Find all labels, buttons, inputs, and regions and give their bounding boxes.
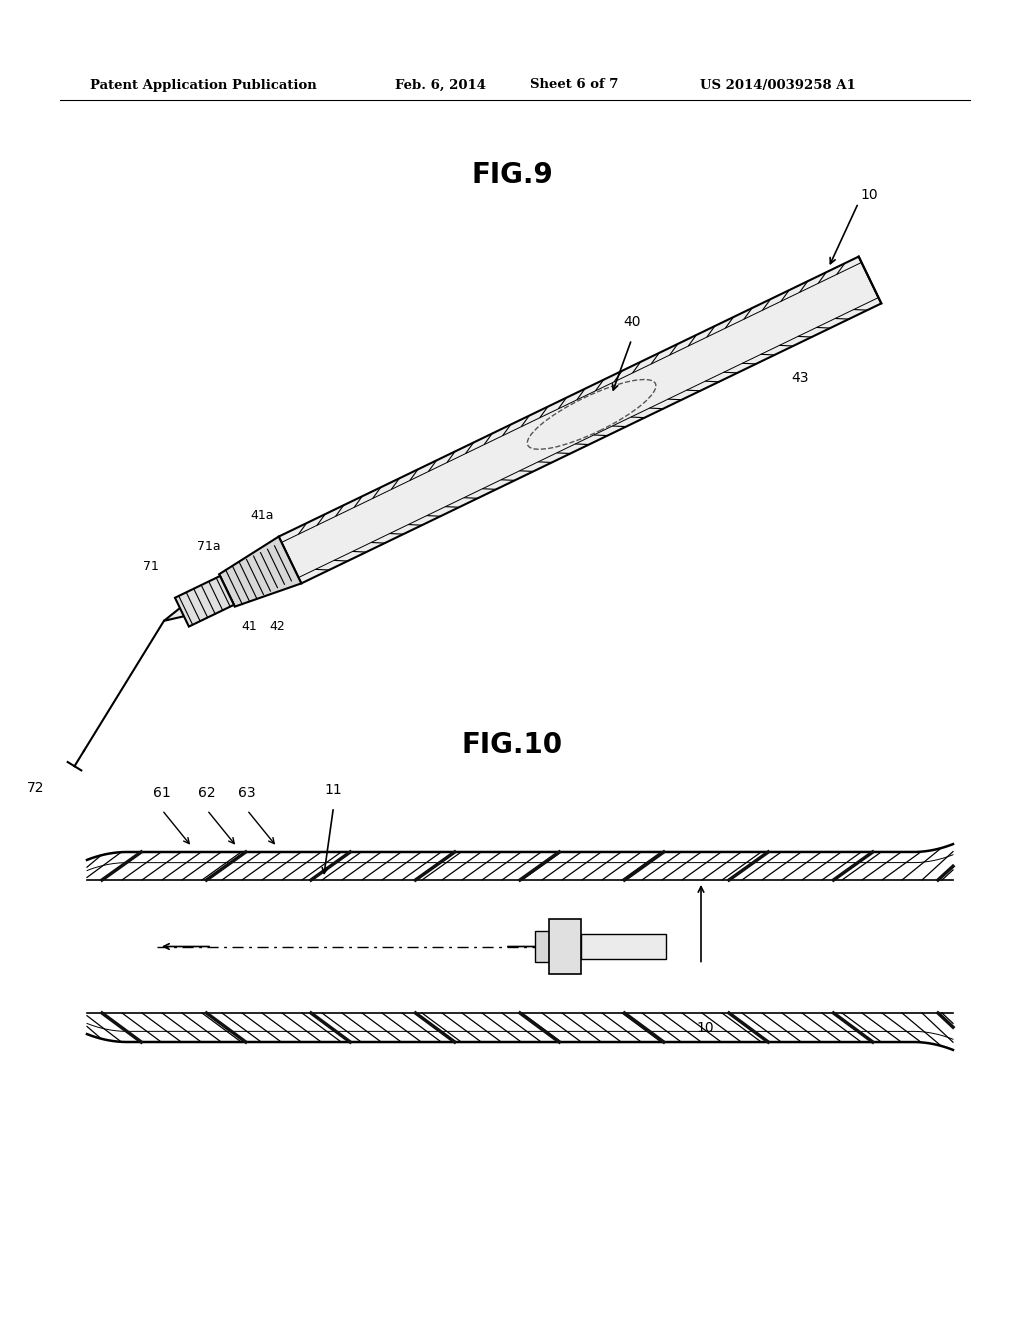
Bar bbox=[535, 931, 549, 962]
Text: 42: 42 bbox=[590, 880, 606, 894]
Text: 10: 10 bbox=[696, 1020, 714, 1035]
Text: 10: 10 bbox=[860, 187, 878, 202]
Text: 71a: 71a bbox=[198, 540, 221, 553]
Text: FIG.10: FIG.10 bbox=[462, 731, 562, 759]
Text: US 2014/0039258 A1: US 2014/0039258 A1 bbox=[700, 78, 856, 91]
Text: 62: 62 bbox=[199, 785, 216, 800]
Text: FIG.9: FIG.9 bbox=[471, 161, 553, 189]
Polygon shape bbox=[175, 576, 233, 627]
Text: 41: 41 bbox=[242, 619, 258, 632]
Text: 72: 72 bbox=[319, 969, 337, 982]
Text: 11: 11 bbox=[325, 783, 342, 797]
Text: 42: 42 bbox=[269, 619, 286, 632]
Text: 43: 43 bbox=[792, 371, 809, 385]
Polygon shape bbox=[219, 537, 301, 607]
Text: 41: 41 bbox=[562, 880, 578, 894]
Polygon shape bbox=[164, 576, 233, 620]
Text: Patent Application Publication: Patent Application Publication bbox=[90, 78, 316, 91]
Text: Feb. 6, 2014: Feb. 6, 2014 bbox=[395, 78, 486, 91]
Text: 72: 72 bbox=[27, 781, 44, 795]
Text: 41a: 41a bbox=[251, 508, 273, 521]
Text: 71: 71 bbox=[539, 880, 555, 894]
Text: Sheet 6 of 7: Sheet 6 of 7 bbox=[530, 78, 618, 91]
Text: 43: 43 bbox=[709, 957, 726, 972]
Text: 71: 71 bbox=[143, 560, 160, 573]
Polygon shape bbox=[279, 256, 882, 583]
Text: 40: 40 bbox=[623, 315, 640, 330]
Text: 61: 61 bbox=[154, 785, 171, 800]
Bar bbox=[581, 935, 666, 960]
Bar bbox=[549, 919, 581, 974]
Text: 63: 63 bbox=[239, 785, 256, 800]
